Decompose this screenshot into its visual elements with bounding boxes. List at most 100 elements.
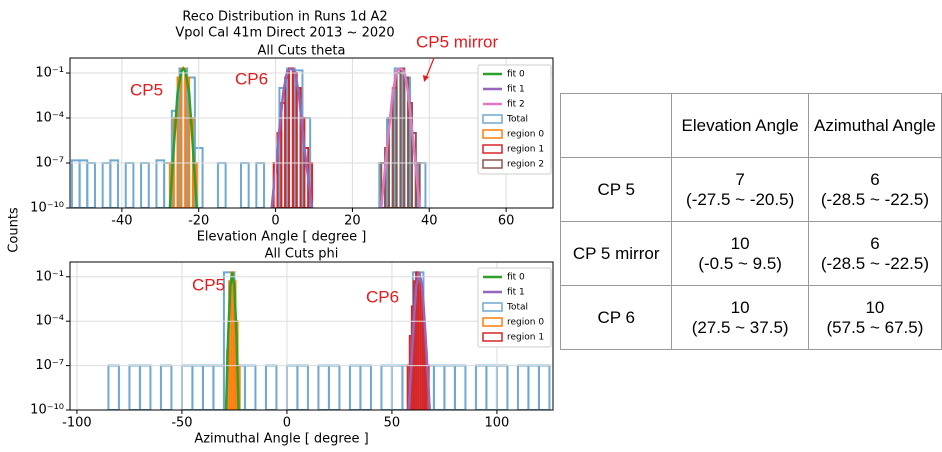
- table-cell: 10 (-0.5 ~ 9.5): [671, 221, 809, 286]
- legend-label: region 0: [507, 318, 544, 328]
- y-tick-label: 10⁻¹: [35, 269, 64, 284]
- y-tick-label: 10⁻¹: [35, 66, 64, 81]
- y-axis-label: Counts: [7, 207, 22, 253]
- histogram-bin: [101, 162, 112, 208]
- histogram-bin: [107, 364, 120, 410]
- histogram-bin: [537, 364, 551, 410]
- histogram-bin: [390, 364, 404, 410]
- figure-title: Vpol Cal 41m Direct 2013 ~ 2020: [175, 26, 394, 41]
- y-tick-label: 10⁻⁷: [35, 358, 64, 373]
- histogram-bin: [212, 364, 225, 410]
- summary-table: Elevation Angle Azimuthal Angle CP 5 7 (-2…: [559, 93, 942, 350]
- y-tick-label: 10⁻⁷: [35, 156, 64, 171]
- x-tick-label: 0: [271, 214, 279, 229]
- legend-label: region 1: [507, 145, 544, 155]
- x-tick-label: -50: [171, 416, 192, 431]
- histogram-bin: [216, 162, 227, 208]
- empty-cell: [559, 93, 673, 158]
- cell-line: 10: [865, 297, 885, 317]
- cell-line: (27.5 ~ 37.5): [691, 317, 789, 337]
- histogram-bin: [124, 162, 135, 208]
- cell-line: (-27.5 ~ -20.5): [686, 189, 795, 209]
- histogram-bin: [453, 364, 467, 410]
- histogram-bin: [138, 364, 152, 410]
- plot-frame: [69, 57, 554, 209]
- row-label: CP 6: [559, 285, 673, 350]
- histogram-bin: [317, 364, 330, 410]
- histogram-bin: [239, 162, 250, 208]
- x-tick-label: 60: [498, 214, 515, 229]
- histogram-bin: [180, 364, 194, 410]
- row-label: CP 5 mirror: [559, 221, 673, 286]
- row-label: CP 5: [559, 157, 673, 222]
- histogram-bin: [222, 271, 236, 410]
- table-cell: 6 (-28.5 ~ -22.5): [807, 157, 942, 222]
- legend-swatch: [482, 129, 503, 139]
- table-row: CP 5 mirror 10 (-0.5 ~ 9.5) 6 (-28.5 ~ -22.5…: [559, 221, 942, 286]
- histogram-bin: [255, 162, 266, 208]
- legend-box: [477, 64, 552, 175]
- x-tick-label: 100: [485, 416, 510, 431]
- histogram-bin: [243, 364, 257, 410]
- annotation: CP5: [130, 80, 163, 99]
- cell-line: (-0.5 ~ 9.5): [698, 253, 782, 273]
- histogram-bin: [191, 364, 204, 410]
- y-tick-label: 10⁻⁴: [35, 314, 64, 329]
- table-row: CP 6 10 (27.5 ~ 37.5) 10 (57.5 ~ 67.5): [559, 285, 942, 350]
- legend-label: fit 2: [507, 100, 525, 110]
- x-axis-label: Elevation Angle [ degree ]: [197, 230, 367, 245]
- legend-swatch: [482, 302, 503, 312]
- plot-frame: [69, 261, 554, 411]
- histogram-bin: [155, 159, 166, 208]
- legend-swatch: [482, 114, 503, 124]
- x-tick-label: 50: [384, 416, 401, 431]
- histogram-bin: [264, 364, 278, 410]
- legend-label: fit 0: [507, 273, 525, 283]
- histogram-bin: [516, 364, 530, 410]
- cell-line: (57.5 ~ 67.5): [826, 317, 924, 337]
- histogram-bin: [78, 159, 89, 208]
- y-tick-label: 10⁻¹⁰: [30, 403, 64, 418]
- annotation: CP5: [192, 275, 225, 294]
- legend-label: fit 1: [507, 85, 525, 95]
- x-tick-label: -40: [111, 214, 132, 229]
- histogram-bin: [159, 364, 173, 410]
- x-tick-label: -100: [62, 416, 92, 431]
- legend-label: Total: [506, 303, 528, 313]
- figure-title: Reco Distribution in Runs 1d A2: [182, 10, 387, 25]
- x-axis-label: Azimuthal Angle [ degree ]: [194, 432, 368, 447]
- histogram-bin: [140, 162, 150, 208]
- histogram-bin: [380, 364, 393, 410]
- legend-label: fit 0: [507, 70, 525, 80]
- histogram-bin: [527, 364, 540, 410]
- annotation: CP6: [235, 69, 268, 88]
- legend-swatch: [482, 332, 503, 342]
- histogram-bin: [327, 364, 341, 410]
- fit-line: [407, 272, 431, 410]
- legend-label: region 0: [507, 130, 544, 140]
- arrow-head: [423, 75, 429, 82]
- histogram-bin: [109, 159, 120, 208]
- header-cell: Azimuthal Angle: [807, 93, 942, 158]
- histogram-bin: [359, 364, 372, 410]
- legend-swatch: [482, 159, 503, 169]
- table-cell: 10 (27.5 ~ 37.5): [671, 285, 809, 350]
- cell-line: 10: [730, 297, 750, 317]
- plot-area: [70, 66, 427, 208]
- header-cell: Elevation Angle: [671, 93, 809, 158]
- x-tick-label: 20: [344, 214, 361, 229]
- annotation: CP6: [366, 287, 399, 306]
- fit-line: [224, 272, 240, 410]
- histogram-bin: [474, 364, 488, 410]
- histogram-bin: [201, 364, 215, 410]
- histogram-bin: [285, 364, 299, 410]
- x-tick-label: 40: [421, 214, 438, 229]
- histogram-bin: [485, 364, 498, 410]
- table-header: Elevation Angle Azimuthal Angle: [559, 93, 942, 158]
- chart-title: All Cuts theta: [258, 44, 346, 59]
- legend-swatch: [482, 317, 503, 327]
- cell-line: 6: [870, 233, 880, 253]
- cell-line: (-28.5 ~ -22.5): [820, 253, 930, 273]
- histogram-bin: [70, 159, 81, 208]
- histogram-bin: [296, 364, 309, 410]
